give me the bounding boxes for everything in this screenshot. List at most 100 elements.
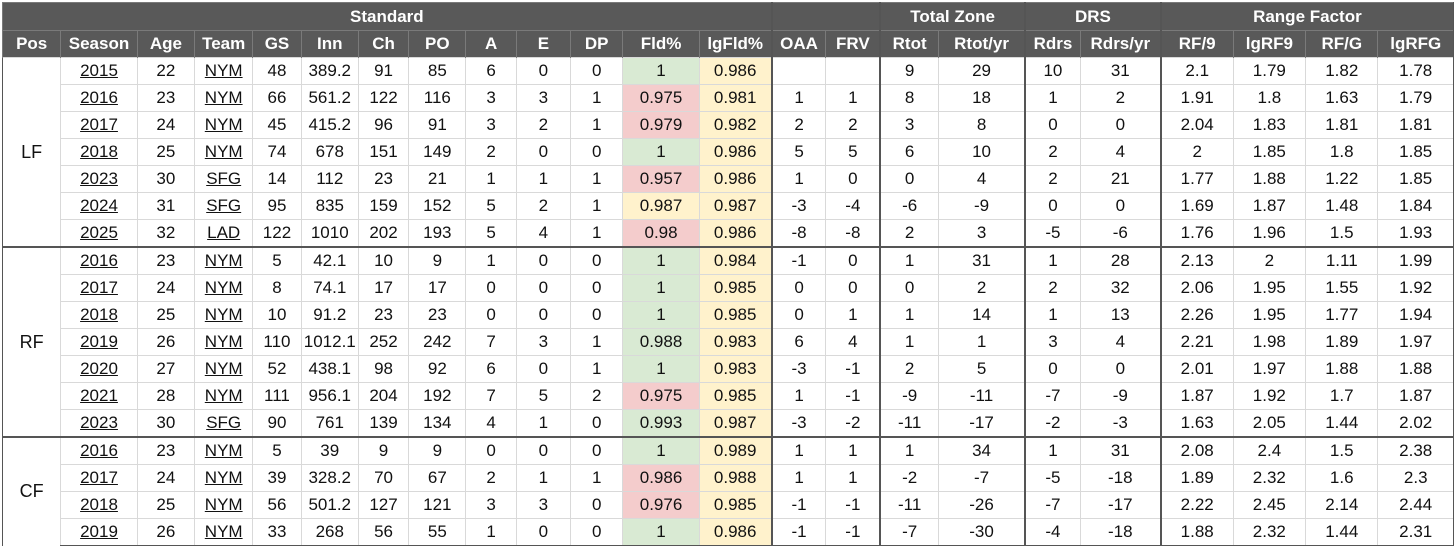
rtot-cell: 6	[879, 138, 939, 166]
lg-rf9-cell: 1.95	[1232, 274, 1306, 302]
col-header[interactable]: Inn	[300, 30, 359, 58]
po-cell: 152	[408, 192, 466, 220]
col-header[interactable]: Fld%	[622, 30, 700, 58]
fld-pct-cell: 1	[622, 301, 700, 329]
dp-cell: 1	[570, 165, 623, 193]
team-link[interactable]: NYM	[204, 441, 243, 460]
team-link[interactable]: NYM	[204, 468, 243, 487]
col-header[interactable]: RF/9	[1159, 30, 1234, 58]
table-row: 2023 30 SFG 14 112 23 21 1 1 1 0.957 0.986 1 0 0 4 2 21 1.…	[3, 165, 1454, 193]
season-link[interactable]: 2017	[80, 115, 118, 134]
col-header[interactable]: PO	[408, 30, 466, 58]
team-link[interactable]: NYM	[204, 88, 243, 107]
dp-cell: 0	[570, 491, 623, 519]
season-link[interactable]: 2019	[80, 522, 118, 541]
frv-cell: 1	[825, 436, 881, 465]
col-header[interactable]: A	[465, 30, 517, 58]
team-link[interactable]: NYM	[204, 495, 243, 514]
rtot-yr-cell: 34	[938, 436, 1026, 465]
rdrs-yr-cell: -18	[1079, 464, 1161, 492]
col-header[interactable]: lgRF9	[1232, 30, 1306, 58]
po-cell: 242	[408, 328, 466, 356]
season-link[interactable]: 2018	[80, 142, 118, 161]
season-link[interactable]: 2017	[80, 468, 118, 487]
e-cell: 0	[515, 57, 571, 85]
lg-rf9-cell: 2	[1232, 246, 1306, 275]
lg-fld-pct-cell: 0.987	[698, 409, 772, 437]
table-row: 2019 26 NYM 110 1012.1 252 242 7 3 1 0.988 0.983 6 4 1…	[3, 328, 1454, 356]
dp-cell: 0	[570, 138, 623, 166]
team-link[interactable]: LAD	[207, 223, 241, 242]
team-cell: NYM	[194, 382, 253, 410]
e-cell: 3	[515, 328, 571, 356]
col-header[interactable]: FRV	[825, 30, 881, 58]
rdrs-yr-cell: 2	[1079, 84, 1161, 112]
inn-cell: 42.1	[300, 246, 359, 275]
season-link[interactable]: 2015	[80, 61, 118, 80]
season-cell: 2023	[60, 409, 138, 437]
team-link[interactable]: SFG	[206, 196, 242, 215]
season-link[interactable]: 2017	[80, 278, 118, 297]
age-cell: 24	[136, 274, 195, 302]
frv-cell: 1	[825, 301, 881, 329]
season-link[interactable]: 2023	[80, 413, 118, 432]
ch-cell: 122	[357, 84, 409, 112]
gs-cell: 52	[252, 355, 302, 383]
team-link[interactable]: SFG	[206, 169, 242, 188]
team-link[interactable]: NYM	[204, 251, 243, 270]
col-header[interactable]: RF/G	[1305, 30, 1378, 58]
team-link[interactable]: NYM	[204, 386, 243, 405]
col-header[interactable]: Rdrs	[1024, 30, 1081, 58]
lg-rf9-cell: 1.96	[1232, 219, 1306, 247]
col-header[interactable]: E	[515, 30, 571, 58]
table-row: 2019 26 NYM 33 268 56 55 1 0 0 1 0.986 -1 -1 -7 -30 -4 -1…	[3, 518, 1454, 546]
rf9-cell: 2	[1159, 138, 1234, 166]
team-link[interactable]: NYM	[204, 332, 243, 351]
fld-pct-cell: 1	[622, 518, 700, 546]
season-link[interactable]: 2024	[80, 196, 118, 215]
season-link[interactable]: 2016	[80, 441, 118, 460]
col-header[interactable]: Season	[60, 30, 138, 58]
team-link[interactable]: NYM	[204, 115, 243, 134]
col-header[interactable]: Rtot	[879, 30, 939, 58]
col-header[interactable]: Pos	[1, 30, 61, 58]
lg-rf9-cell: 2.05	[1232, 409, 1306, 437]
col-header[interactable]: GS	[252, 30, 302, 58]
oaa-cell: 1	[770, 436, 826, 465]
season-link[interactable]: 2019	[80, 332, 118, 351]
col-header[interactable]: Team	[194, 30, 253, 58]
col-header[interactable]: Rtot/yr	[938, 30, 1026, 58]
rdrs-cell: 1	[1024, 84, 1081, 112]
team-link[interactable]: NYM	[204, 142, 243, 161]
season-link[interactable]: 2021	[80, 386, 118, 405]
season-cell: 2021	[60, 382, 138, 410]
season-link[interactable]: 2020	[80, 359, 118, 378]
po-cell: 121	[408, 491, 466, 519]
team-link[interactable]: NYM	[204, 359, 243, 378]
col-header[interactable]: Age	[136, 30, 195, 58]
col-header[interactable]: lgRFG	[1377, 30, 1454, 58]
season-link[interactable]: 2018	[80, 305, 118, 324]
col-header[interactable]: Rdrs/yr	[1079, 30, 1161, 58]
season-link[interactable]: 2016	[80, 251, 118, 270]
col-header[interactable]: Ch	[357, 30, 409, 58]
team-link[interactable]: NYM	[204, 278, 243, 297]
team-link[interactable]: NYM	[204, 522, 243, 541]
team-link[interactable]: NYM	[204, 61, 243, 80]
table-row: 2023 30 SFG 90 761 139 134 4 1 0 0.993 0.987 -3 -2 -11…	[3, 409, 1454, 437]
season-link[interactable]: 2018	[80, 495, 118, 514]
rdrs-yr-cell: -18	[1079, 518, 1161, 546]
season-link[interactable]: 2025	[80, 223, 118, 242]
col-header[interactable]: DP	[570, 30, 623, 58]
po-cell: 17	[408, 274, 466, 302]
col-header[interactable]: OAA	[770, 30, 826, 58]
col-header[interactable]: lgFld%	[698, 30, 772, 58]
fld-pct-cell: 0.957	[622, 165, 700, 193]
season-link[interactable]: 2016	[80, 88, 118, 107]
team-link[interactable]: NYM	[204, 305, 243, 324]
frv-cell: 5	[825, 138, 881, 166]
po-cell: 9	[408, 436, 466, 465]
season-link[interactable]: 2023	[80, 169, 118, 188]
team-link[interactable]: SFG	[206, 413, 242, 432]
